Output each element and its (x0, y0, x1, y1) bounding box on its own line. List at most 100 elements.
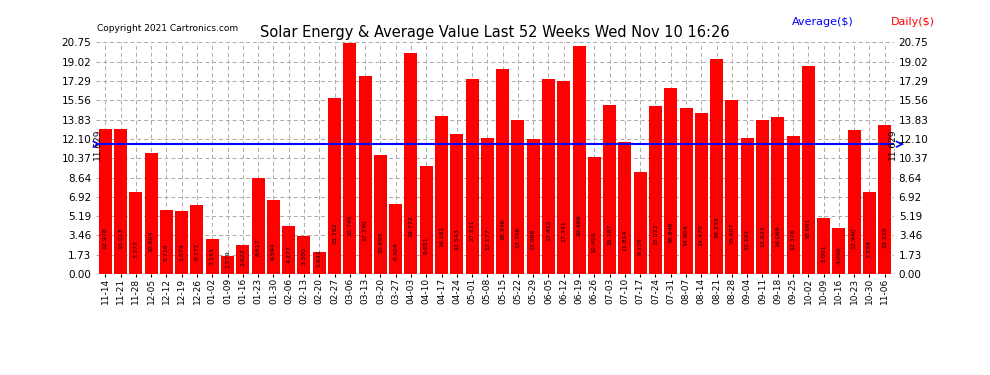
Bar (817, 218, 830, 274)
Text: 10.459: 10.459 (592, 231, 597, 253)
Text: 14.069: 14.069 (775, 225, 780, 247)
Bar (465, 78, 478, 274)
Bar (634, 172, 646, 274)
Bar (389, 204, 402, 274)
Bar (114, 129, 127, 274)
Text: 9.159: 9.159 (638, 237, 643, 255)
Bar (175, 211, 188, 274)
Text: 18.601: 18.601 (806, 218, 811, 239)
Bar (267, 200, 280, 274)
Text: 19.235: 19.235 (714, 217, 719, 238)
Bar (297, 236, 311, 274)
Text: 8.617: 8.617 (255, 238, 260, 256)
Text: 14.470: 14.470 (699, 225, 704, 246)
Text: 4.096: 4.096 (837, 246, 842, 264)
Bar (328, 98, 341, 274)
Text: 14.904: 14.904 (683, 224, 688, 246)
Text: 11.814: 11.814 (623, 229, 628, 251)
Text: 12.978: 12.978 (103, 227, 108, 249)
Text: Daily($): Daily($) (891, 17, 935, 27)
Text: 6.304: 6.304 (393, 242, 398, 260)
Text: 12.940: 12.940 (851, 227, 856, 249)
Text: 17.341: 17.341 (561, 220, 566, 242)
Text: 18.346: 18.346 (500, 218, 505, 240)
Bar (130, 192, 143, 274)
Text: 7.334: 7.334 (867, 240, 872, 258)
Text: 12.177: 12.177 (485, 228, 490, 250)
Text: 17.452: 17.452 (546, 220, 551, 242)
Text: 14.181: 14.181 (439, 225, 444, 247)
Text: 15.607: 15.607 (730, 223, 735, 245)
Bar (833, 228, 845, 274)
Bar (878, 125, 891, 274)
Text: 6.171: 6.171 (194, 243, 200, 260)
Text: 12.376: 12.376 (790, 228, 796, 250)
Text: 11.629: 11.629 (888, 129, 897, 160)
Text: 20.745: 20.745 (347, 214, 352, 236)
Text: 13.013: 13.013 (118, 227, 123, 249)
Text: 10.804: 10.804 (148, 231, 153, 252)
Bar (420, 166, 433, 274)
Bar (619, 142, 632, 274)
Text: 12.543: 12.543 (454, 228, 459, 249)
Bar (771, 117, 784, 274)
Text: 11.629: 11.629 (93, 129, 102, 160)
Bar (313, 252, 326, 274)
Bar (221, 256, 234, 274)
Text: 15.022: 15.022 (653, 224, 658, 245)
Bar (450, 134, 463, 274)
Bar (786, 136, 800, 274)
Bar (251, 178, 264, 274)
Bar (664, 88, 677, 274)
Bar (756, 120, 769, 274)
Text: 9.651: 9.651 (424, 237, 429, 254)
Bar (405, 53, 418, 274)
Text: 12.191: 12.191 (744, 228, 749, 250)
Bar (190, 205, 204, 274)
Text: 13.325: 13.325 (882, 226, 887, 248)
Bar (512, 120, 525, 274)
Text: 7.377: 7.377 (134, 240, 139, 258)
Bar (847, 130, 860, 274)
Text: 15.792: 15.792 (332, 222, 337, 244)
Bar (603, 105, 616, 274)
Text: 5.674: 5.674 (179, 243, 184, 261)
Bar (282, 226, 295, 274)
Text: 5.716: 5.716 (164, 243, 169, 261)
Bar (374, 154, 387, 274)
Bar (588, 157, 601, 274)
Bar (481, 138, 494, 274)
Bar (710, 59, 723, 274)
Text: 15.187: 15.187 (607, 224, 612, 245)
Bar (802, 66, 815, 274)
Text: 6.594: 6.594 (271, 242, 276, 260)
Text: 2.622: 2.622 (241, 248, 246, 266)
Bar (145, 153, 157, 274)
Bar (358, 76, 371, 274)
Bar (649, 106, 662, 274)
Text: 5.001: 5.001 (821, 244, 826, 262)
Text: 13.823: 13.823 (760, 226, 765, 248)
Bar (863, 192, 876, 274)
Text: 4.277: 4.277 (286, 245, 291, 263)
Bar (572, 46, 585, 274)
Text: 1.579: 1.579 (225, 250, 230, 268)
Bar (527, 139, 540, 274)
Bar (741, 138, 753, 274)
Bar (206, 239, 219, 274)
Text: 19.772: 19.772 (409, 216, 414, 237)
Bar (679, 108, 693, 274)
Bar (99, 129, 112, 274)
Text: 12.088: 12.088 (531, 229, 536, 251)
Text: Average($): Average($) (792, 17, 853, 27)
Title: Solar Energy & Average Value Last 52 Weeks Wed Nov 10 16:26: Solar Energy & Average Value Last 52 Wee… (260, 25, 730, 40)
Bar (435, 116, 448, 274)
Text: 3.143: 3.143 (210, 248, 215, 265)
Text: 16.646: 16.646 (668, 221, 673, 243)
Bar (542, 79, 555, 274)
Bar (496, 69, 509, 274)
Text: 13.766: 13.766 (516, 226, 521, 248)
Text: 1.921: 1.921 (317, 250, 322, 267)
Text: 10.695: 10.695 (378, 231, 383, 253)
Bar (237, 244, 249, 274)
